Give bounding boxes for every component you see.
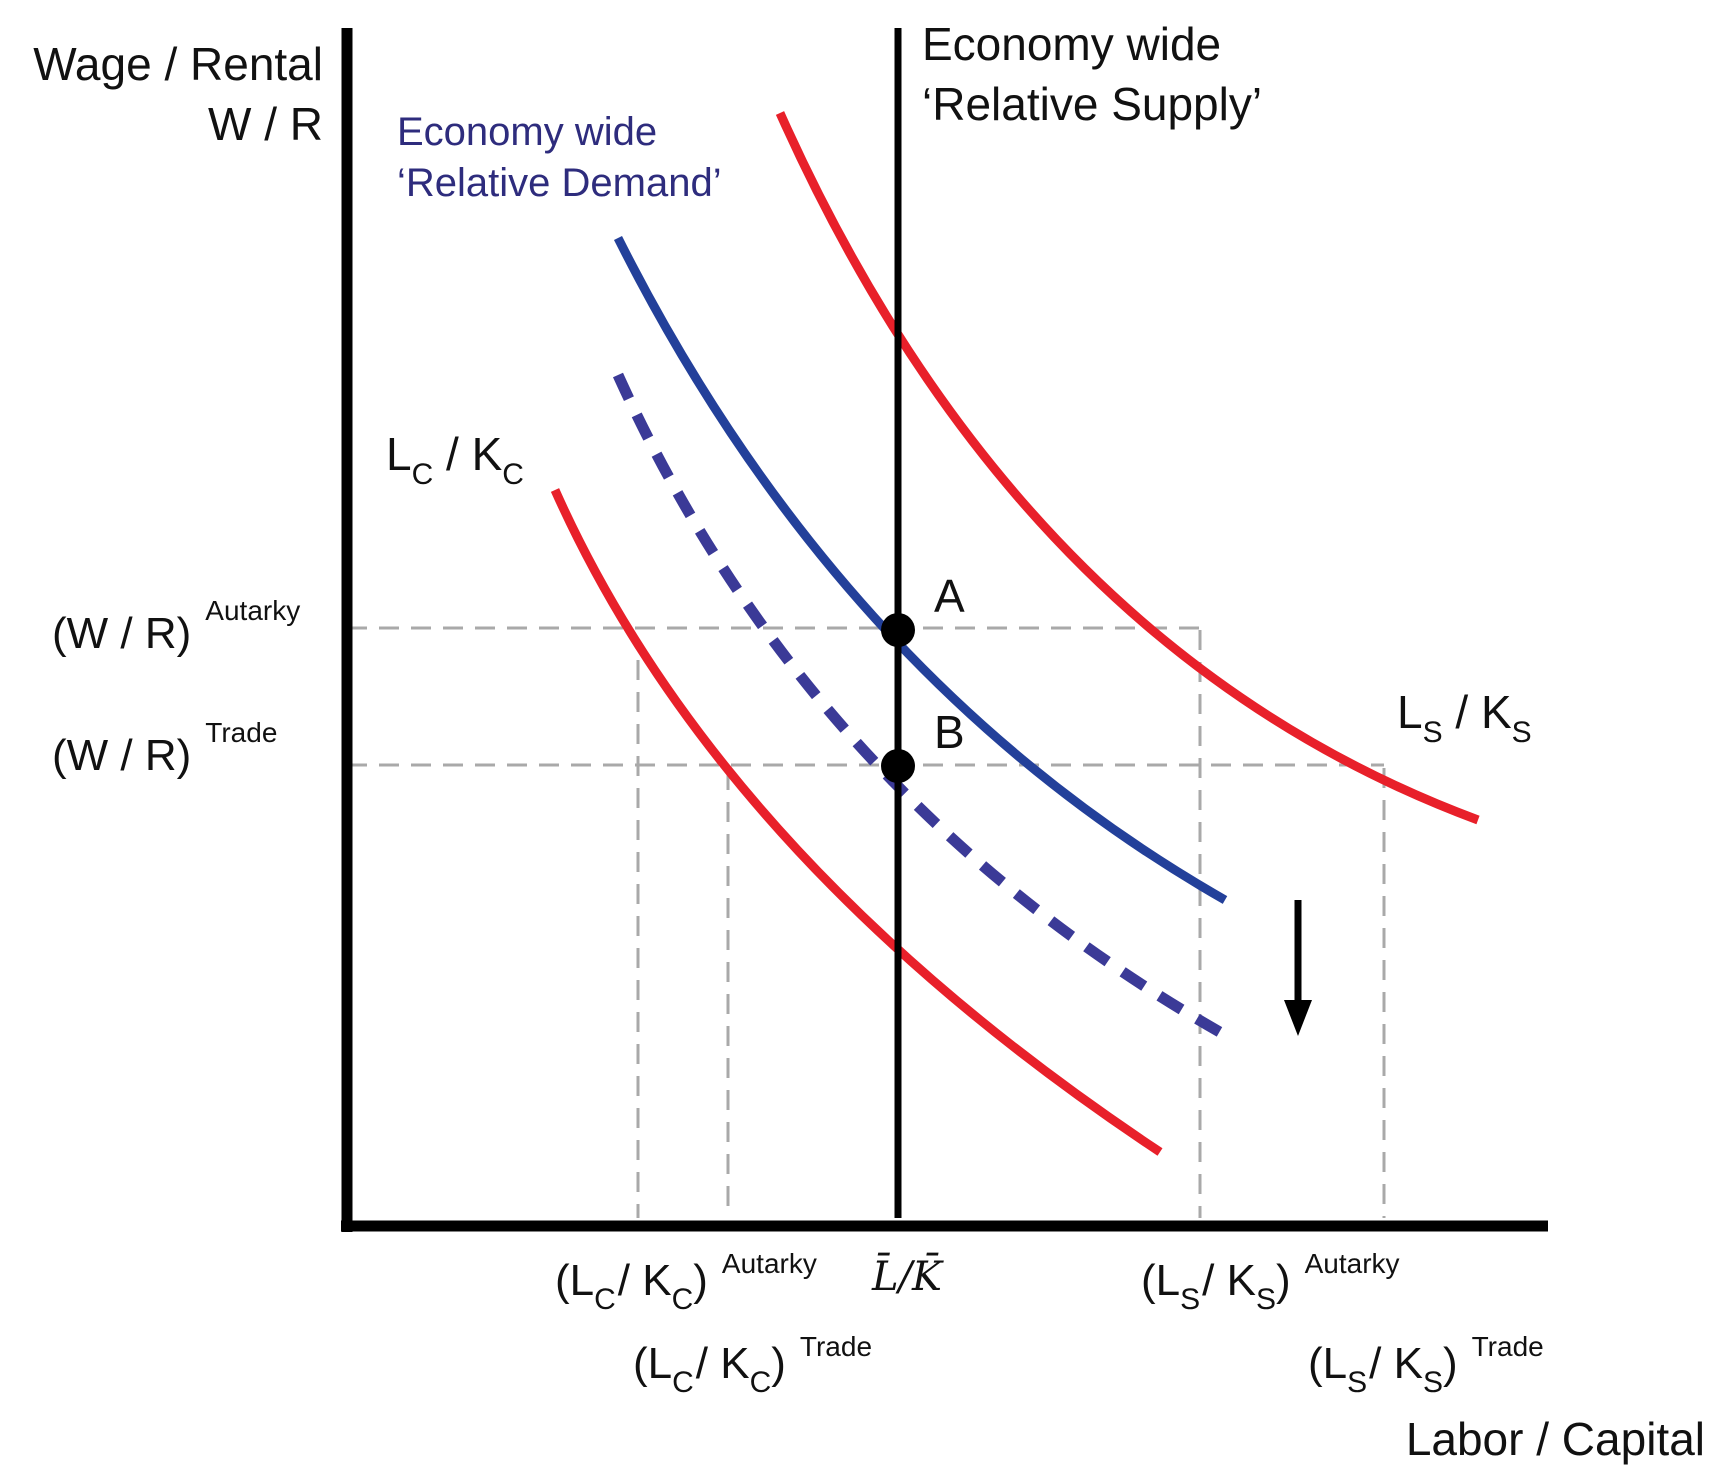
demand-label-line2: ‘Relative Demand’ — [397, 161, 722, 205]
guide-lines — [347, 626, 1386, 1218]
relative-demand-curve — [613, 235, 1228, 904]
supply-label-line2: ‘Relative Supply’ — [922, 78, 1262, 130]
point-a-marker — [881, 613, 915, 647]
x-tick-ls-autarky: (LS/ KS) Autarky — [1141, 1248, 1400, 1316]
lc-kc-curve — [550, 488, 1163, 1156]
x-axis-title: Labor / Capital — [1406, 1413, 1705, 1465]
x-tick-endowment: L̄/K̄ — [871, 1253, 944, 1300]
demand-label-line1: Economy wide — [397, 110, 657, 154]
supply-label-line1: Economy wide — [922, 18, 1221, 70]
y-axis-title-line2: W / R — [208, 98, 323, 150]
x-tick-lc-trade: (LC/ KC) Trade — [633, 1331, 872, 1399]
ls-ks-curve — [775, 111, 1480, 825]
relative-demand-shifted-curve — [612, 372, 1228, 1040]
point-a-label: A — [934, 570, 965, 622]
point-b-label: B — [934, 706, 965, 758]
lc-kc-label: LC / KC — [386, 428, 524, 491]
y-tick-autarky: (W / R) Autarky — [52, 595, 300, 658]
y-axis-title-line1: Wage / Rental — [33, 38, 323, 90]
x-tick-ls-trade: (LS/ KS) Trade — [1308, 1331, 1544, 1399]
down-arrow-icon — [1284, 900, 1312, 1036]
ls-ks-label: LS / KS — [1397, 686, 1532, 749]
x-tick-lc-autarky: (LC/ KC) Autarky — [555, 1248, 817, 1316]
y-tick-trade: (W / R) Trade — [52, 717, 277, 780]
point-b-marker — [881, 749, 915, 783]
